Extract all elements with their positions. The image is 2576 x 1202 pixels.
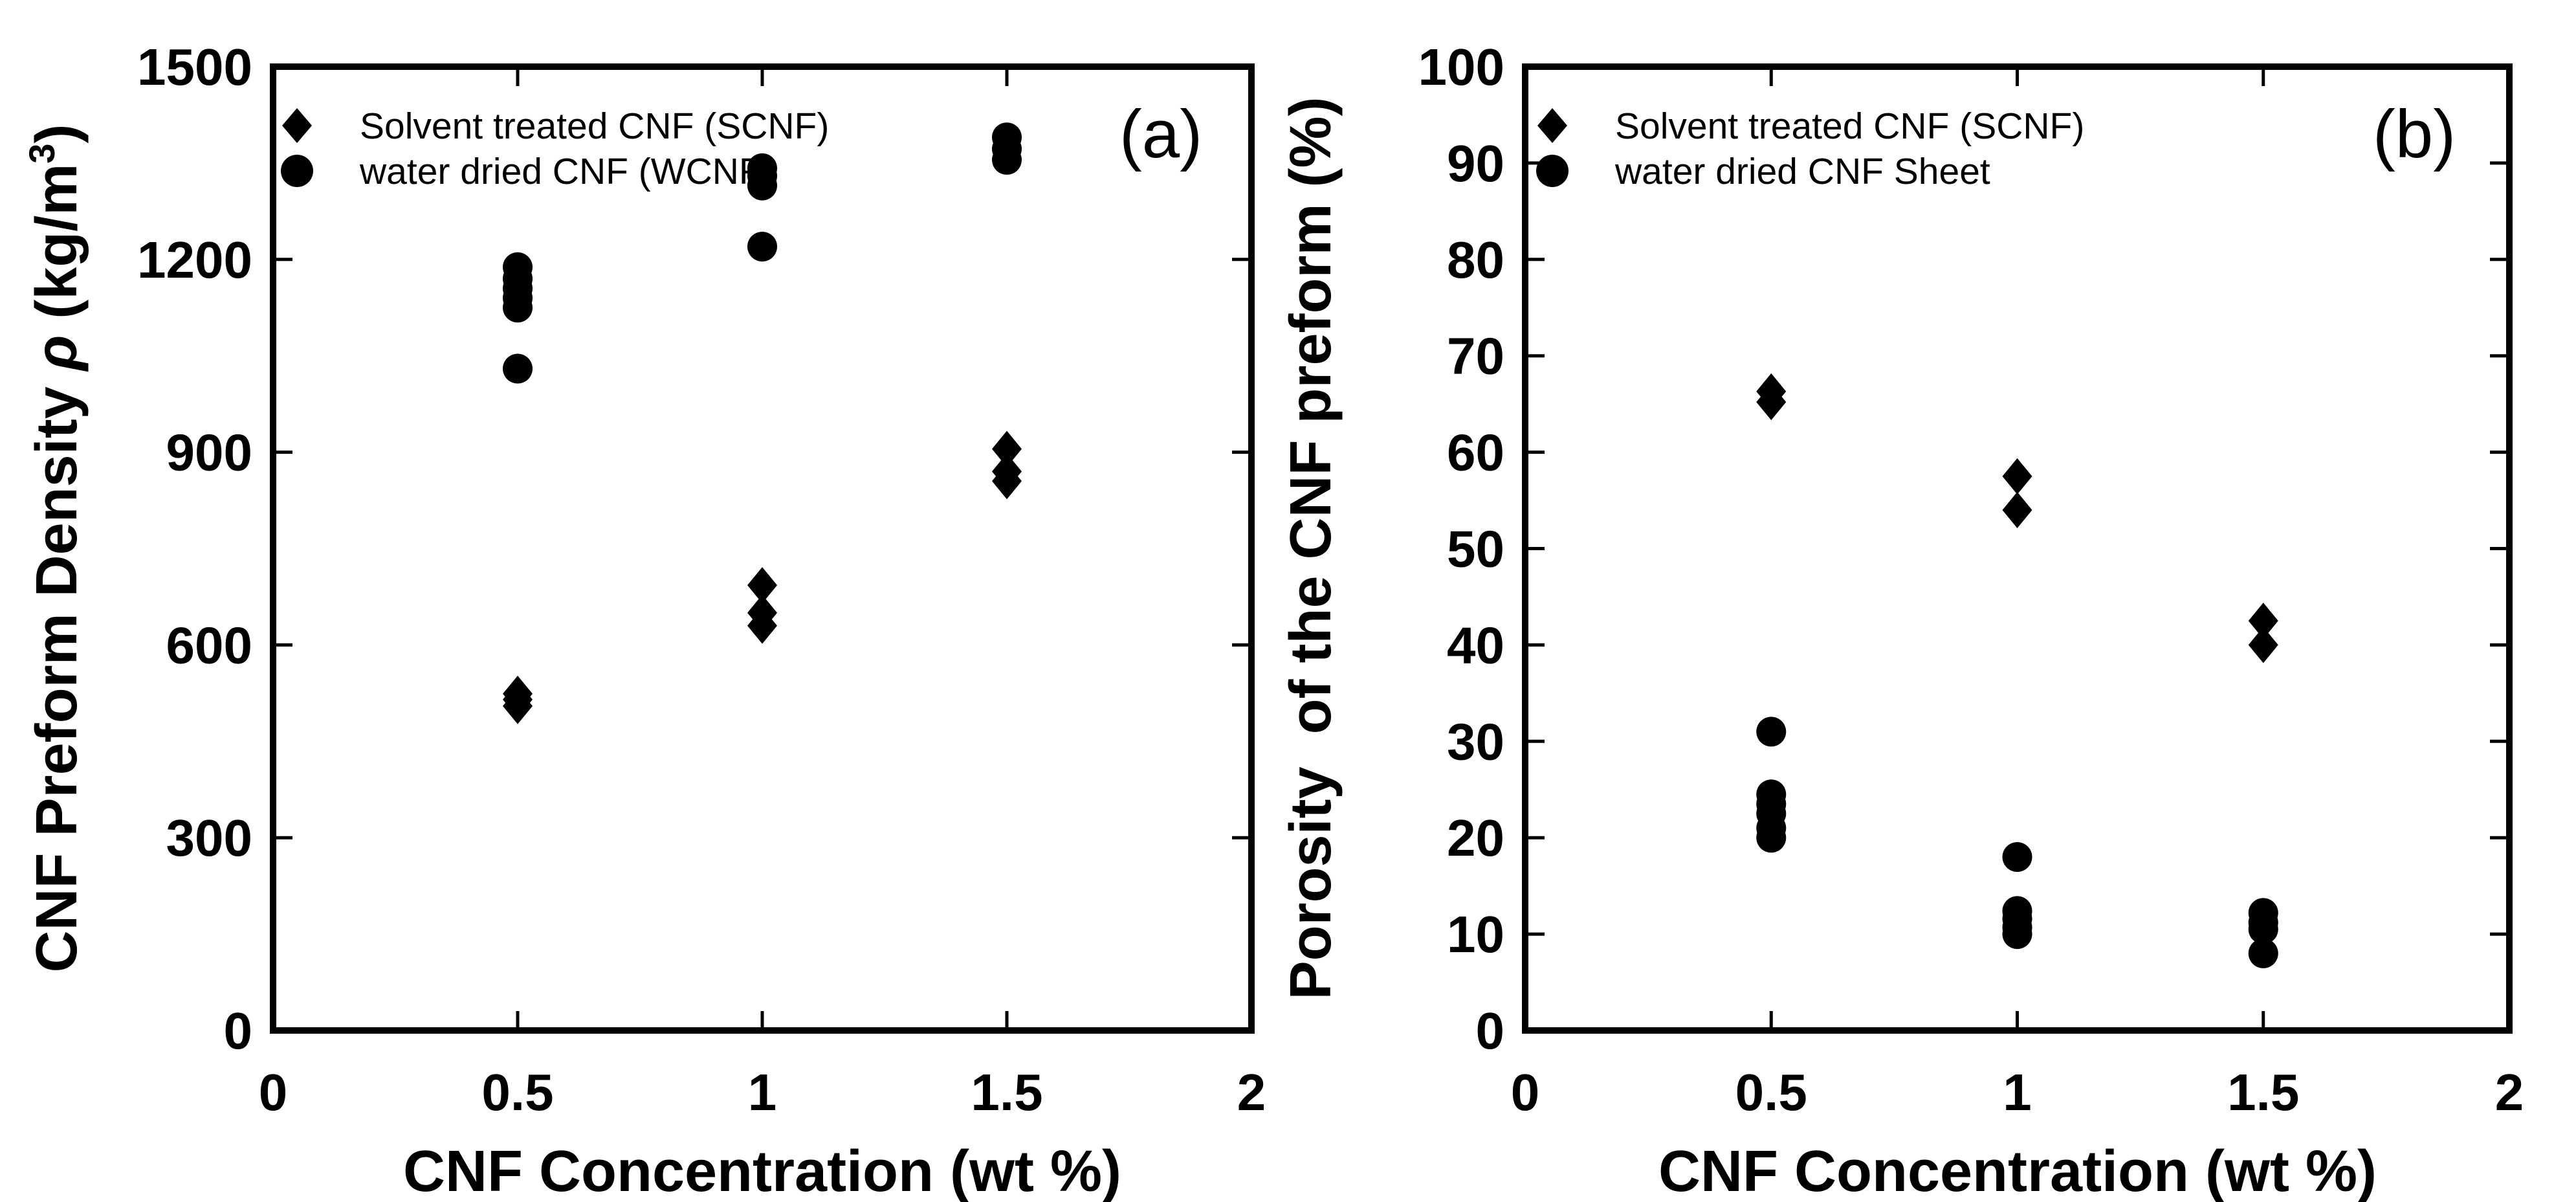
panel-a-legend-diamond-icon bbox=[282, 108, 312, 143]
panel-a-x-tick-label: 0.5 bbox=[481, 1063, 553, 1121]
panel-b-data-point-diamond bbox=[2248, 627, 2278, 663]
panel-a-plot-border bbox=[270, 63, 1255, 1034]
panel-a-data-point-circle bbox=[992, 122, 1022, 153]
panel-a-legend-label: water dried CNF (WCNF) bbox=[359, 151, 774, 192]
panel-b-x-tick-label: 0 bbox=[1511, 1063, 1540, 1121]
panel-b-x-tick-label: 1 bbox=[2003, 1063, 2032, 1121]
panel-b-data-point-circle bbox=[2002, 896, 2032, 926]
panel-a-data-point-diamond bbox=[747, 594, 777, 631]
panel-b-x-tick-label: 2 bbox=[2495, 1063, 2524, 1121]
panel-a-data-point-circle bbox=[747, 231, 777, 262]
panel-a-x-tick-label: 0 bbox=[259, 1063, 288, 1121]
panel-a-data-point-circle bbox=[503, 353, 533, 384]
panel-a-legend-circle-icon bbox=[281, 155, 313, 187]
panel-b-data-point-circle bbox=[1756, 717, 1787, 747]
panel-a-y-tick-label: 1500 bbox=[137, 38, 252, 96]
panel-a-data-point-diamond bbox=[747, 567, 777, 604]
panel-a-data-point-diamond bbox=[992, 430, 1022, 467]
panel-a-x-tick-label: 2 bbox=[1237, 1063, 1266, 1121]
panel-b-plot-border bbox=[1522, 63, 2513, 1034]
panel-a-data-point-circle bbox=[503, 252, 533, 282]
panel-a-x-tick-label: 1 bbox=[748, 1063, 777, 1121]
panel-b-y-axis-title: Porosity of the CNF preform (%) bbox=[1279, 96, 1343, 999]
panel-b-y-tick-label: 40 bbox=[1447, 616, 1504, 674]
panel-b-data-point-diamond bbox=[2002, 491, 2032, 528]
panel-b-legend-diamond-icon bbox=[1537, 108, 1567, 143]
panel-b-y-tick-label: 100 bbox=[1418, 38, 1504, 96]
panel-a-y-axis-title: CNF Preform Density ρ (kg/m3) bbox=[21, 124, 89, 973]
panel-b-legend-circle-icon bbox=[1536, 155, 1569, 187]
panel-a-x-axis-title: CNF Concentration (wt %) bbox=[403, 1139, 1121, 1202]
panel-b-letter: (b) bbox=[2373, 96, 2456, 172]
panel-b-legend-label: water dried CNF Sheet bbox=[1614, 151, 1990, 192]
panel-b-legend-label: Solvent treated CNF (SCNF) bbox=[1615, 106, 2084, 147]
panel-a-legend-label: Solvent treated CNF (SCNF) bbox=[360, 106, 829, 147]
panel-b-y-tick-label: 0 bbox=[1476, 1002, 1505, 1060]
panel-a-chart: 0 0.5 1 1.5 2 0 300 600 900 1200 1500 CNF Concentra… bbox=[21, 38, 1266, 1202]
panel-b-data-point-diamond bbox=[2248, 603, 2278, 640]
panel-b-data-point-circle bbox=[2002, 841, 2032, 872]
panel-b-data-point-circle bbox=[2248, 898, 2278, 928]
panel-a-y-tick-label: 0 bbox=[224, 1002, 253, 1060]
panel-b-y-tick-label: 10 bbox=[1447, 906, 1504, 963]
panel-b-x-tick-label: 1.5 bbox=[2227, 1063, 2299, 1121]
panel-a-y-tick-label: 900 bbox=[166, 424, 252, 482]
panel-a-y-tick-label: 1200 bbox=[137, 231, 252, 289]
panel-a-data-point-diamond bbox=[503, 675, 533, 712]
panel-b-y-tick-label: 90 bbox=[1447, 135, 1504, 192]
panel-b-data-point-circle bbox=[1756, 779, 1787, 810]
panel-b-x-axis-title: CNF Concentration (wt %) bbox=[1658, 1139, 2377, 1202]
panel-a-letter: (a) bbox=[1119, 96, 1202, 172]
panel-b-data-point-diamond bbox=[1756, 373, 1787, 410]
panel-b-y-tick-label: 80 bbox=[1447, 231, 1504, 289]
panel-a-y-tick-label: 300 bbox=[166, 809, 252, 867]
panel-b-x-tick-label: 0.5 bbox=[1735, 1063, 1807, 1121]
panel-b-y-tick-label: 60 bbox=[1447, 424, 1504, 482]
panel-b-y-tick-label: 70 bbox=[1447, 328, 1504, 385]
panel-a-x-tick-label: 1.5 bbox=[971, 1063, 1042, 1121]
panel-b-y-tick-label: 50 bbox=[1447, 520, 1504, 578]
panel-a-y-tick-label: 600 bbox=[166, 616, 252, 674]
panel-b-data-point-circle bbox=[2248, 938, 2278, 968]
panel-a-data-point-circle bbox=[747, 153, 777, 183]
panel-b-y-tick-label: 30 bbox=[1447, 713, 1504, 770]
panel-b-y-tick-label: 20 bbox=[1447, 809, 1504, 867]
panel-a-data-point-diamond bbox=[992, 453, 1022, 490]
panel-b-data-point-diamond bbox=[2002, 458, 2032, 495]
